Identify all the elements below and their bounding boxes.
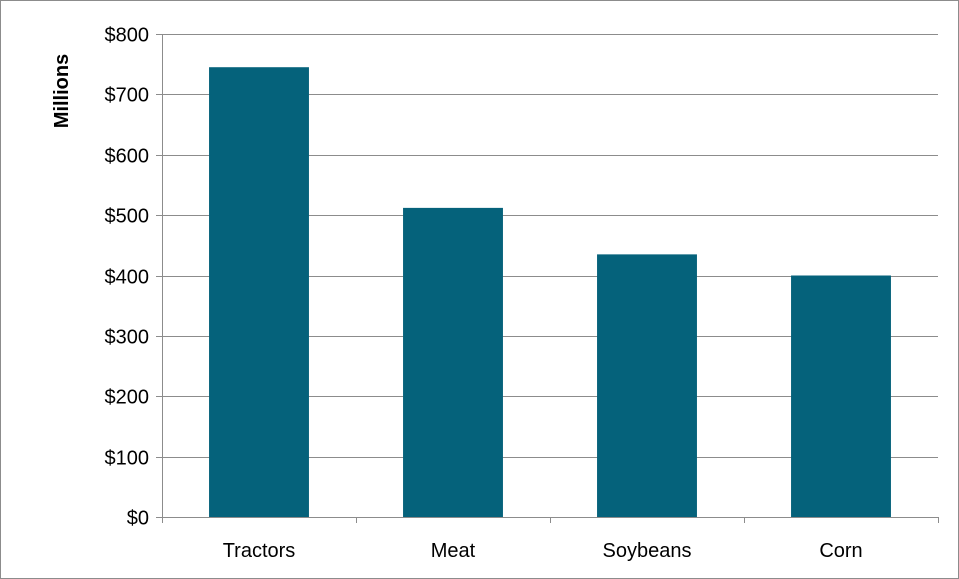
y-tick-label: $700 [105, 85, 150, 107]
x-category-labels: Tractors Meat Soybeans Corn [223, 540, 863, 562]
bar-tractors [209, 67, 309, 518]
y-tick-label: $200 [105, 387, 150, 409]
bar-soybeans [597, 254, 697, 517]
y-tick-label: $400 [105, 267, 150, 289]
x-category-label: Soybeans [603, 540, 692, 562]
y-tick-label: $300 [105, 327, 150, 349]
y-tick-labels: $0 $100 $200 $300 $400 $500 $600 $700 $800 [105, 25, 150, 530]
y-tick-label: $600 [105, 146, 150, 168]
y-tick-label: $0 [127, 508, 149, 530]
y-axis-title: Millions [51, 54, 73, 128]
x-category-label: Tractors [223, 540, 296, 562]
x-category-label: Corn [819, 540, 862, 562]
bar-corn [791, 275, 891, 517]
bars [209, 67, 891, 518]
axes [156, 34, 939, 523]
y-tick-label: $500 [105, 206, 150, 228]
y-tick-label: $800 [105, 25, 150, 47]
bar-meat [403, 207, 503, 517]
y-tick-label: $100 [105, 448, 150, 470]
x-category-label: Meat [431, 540, 476, 562]
